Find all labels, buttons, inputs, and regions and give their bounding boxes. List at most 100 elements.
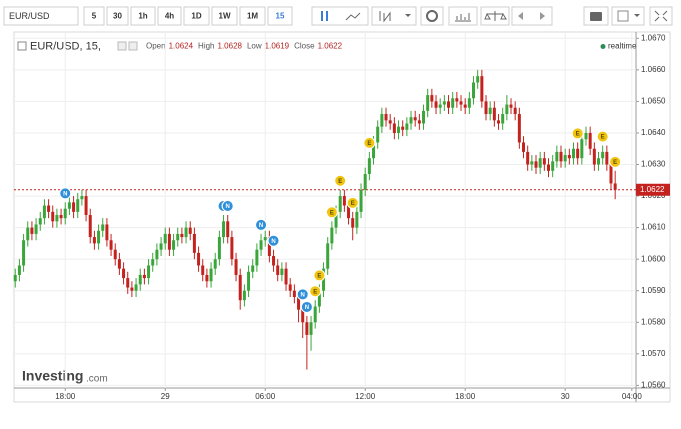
icon xyxy=(321,11,328,21)
event-label: N xyxy=(259,223,263,229)
event-marker[interactable] xyxy=(313,269,326,282)
candle-body xyxy=(101,224,105,231)
candle-body xyxy=(184,227,188,238)
event-marker[interactable] xyxy=(346,196,359,209)
icon-button[interactable] xyxy=(511,6,553,26)
candle-body xyxy=(405,123,409,130)
event-label: N xyxy=(305,305,309,311)
event-marker[interactable] xyxy=(609,155,622,168)
candle-body xyxy=(138,274,142,285)
candle-body xyxy=(330,227,334,244)
candle-body xyxy=(205,274,209,282)
candle-body xyxy=(276,265,280,275)
interval-label: 1h xyxy=(138,12,147,21)
x-tick-label: 18:00 xyxy=(55,392,76,401)
candle-body xyxy=(442,101,446,105)
candle-body xyxy=(188,227,192,234)
event-marker[interactable] xyxy=(59,187,72,200)
event-label: E xyxy=(601,135,605,141)
candle-body xyxy=(601,151,605,159)
event-marker[interactable] xyxy=(309,285,322,298)
current-price-label: 1.0622 xyxy=(640,185,665,194)
candle-body xyxy=(438,104,442,108)
event-marker[interactable] xyxy=(334,174,347,187)
candle-body xyxy=(580,139,584,159)
candle-body xyxy=(222,221,226,238)
candle-body xyxy=(351,218,355,228)
candle-body xyxy=(234,259,238,275)
candle-body xyxy=(526,151,530,165)
legend-value: 1.0622 xyxy=(318,42,343,51)
candle-body xyxy=(451,98,455,108)
legend-icon[interactable] xyxy=(128,41,138,51)
candle-body xyxy=(255,249,259,266)
candle-body xyxy=(376,126,380,143)
candle-body xyxy=(17,265,21,275)
event-marker[interactable] xyxy=(325,206,338,219)
icon-button[interactable] xyxy=(371,6,417,26)
event-marker[interactable] xyxy=(296,288,309,301)
interval-button[interactable] xyxy=(130,6,156,26)
icon-button[interactable] xyxy=(420,6,444,26)
symbol-box[interactable] xyxy=(3,6,79,26)
candle-body xyxy=(338,196,342,212)
candle-body xyxy=(380,114,384,127)
interval-button[interactable] xyxy=(106,6,129,26)
candle-body xyxy=(80,196,84,200)
y-tick-label: 1.0670 xyxy=(641,33,666,42)
interval-button-selected[interactable] xyxy=(267,6,293,26)
icon-button[interactable] xyxy=(311,6,369,26)
event-marker[interactable] xyxy=(596,130,609,143)
event-marker[interactable] xyxy=(221,200,234,212)
candle-body xyxy=(459,101,463,105)
candle-body xyxy=(367,158,371,174)
candle-body xyxy=(467,98,471,108)
candle-body xyxy=(542,158,546,165)
interval-button[interactable] xyxy=(183,6,210,26)
interval-label: 4h xyxy=(165,12,174,21)
event-marker[interactable] xyxy=(255,218,268,231)
icon-button[interactable] xyxy=(448,6,478,26)
y-tick-label: 1.0570 xyxy=(641,349,666,358)
candle-body xyxy=(538,158,542,168)
candle-body xyxy=(142,274,146,279)
y-tick-label: 1.0600 xyxy=(641,254,666,263)
collapse-icon[interactable] xyxy=(17,41,27,51)
candle-body xyxy=(334,211,338,228)
event-marker[interactable] xyxy=(300,300,313,313)
candle-body xyxy=(263,237,267,241)
toolbar-icons xyxy=(311,6,673,26)
candle-body xyxy=(609,164,613,184)
y-tick-label: 1.0630 xyxy=(641,160,666,169)
candle-body xyxy=(26,227,30,241)
candle-body xyxy=(22,240,26,266)
event-label: N xyxy=(271,239,275,245)
event-marker[interactable] xyxy=(571,127,584,140)
status-dot xyxy=(600,44,606,49)
icon xyxy=(455,13,471,22)
event-marker[interactable] xyxy=(267,234,280,247)
candle-body xyxy=(480,76,484,102)
candle-body xyxy=(372,142,376,159)
legend-value: 1.0619 xyxy=(265,42,290,51)
candle-body xyxy=(242,290,246,301)
event-label: E xyxy=(330,210,334,216)
interval-button[interactable] xyxy=(211,6,238,26)
candle-body xyxy=(130,287,134,291)
candle-body xyxy=(172,240,176,250)
interval-button[interactable] xyxy=(239,6,266,26)
legend-icon[interactable] xyxy=(117,41,127,51)
icon xyxy=(405,14,411,17)
candle-body xyxy=(392,123,396,133)
interval-button[interactable] xyxy=(83,6,105,26)
x-tick-label: 12:00 xyxy=(355,392,376,401)
event-marker[interactable] xyxy=(363,136,376,149)
candle-body xyxy=(384,114,388,121)
interval-button[interactable] xyxy=(157,6,182,26)
candle-body xyxy=(584,132,588,140)
candle-body xyxy=(317,290,321,307)
icon xyxy=(654,10,668,22)
icon-button[interactable] xyxy=(649,6,673,26)
candle-body xyxy=(97,230,101,244)
